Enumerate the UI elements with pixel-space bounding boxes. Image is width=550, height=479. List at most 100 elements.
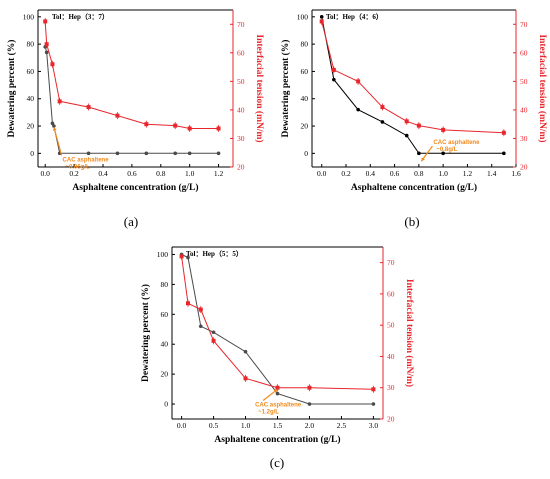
dewatering-point	[144, 151, 149, 156]
x-tick-label: 0.5	[209, 421, 219, 430]
y-tick-label: 100	[157, 250, 169, 259]
dewatering-point	[216, 151, 221, 156]
x-tick-label: 0.6	[127, 169, 137, 178]
chart-panel-a: 0.0 0.2 0.4 0.6 0.8 1.0 1.2 0 20 40 60 80 100 20 30 40 5…	[6, 9, 265, 229]
dewatering-point	[502, 151, 506, 156]
dewatering-point	[319, 15, 324, 19]
x-tick-label: 1.0	[241, 421, 251, 430]
y-right-tick-label: 70	[387, 258, 395, 267]
dewatering-point	[332, 77, 336, 82]
dewatering-series-line	[181, 254, 374, 405]
annotation-arrow	[53, 126, 63, 156]
panel-label: (c)	[270, 455, 284, 470]
y-tick-label: 40	[301, 94, 309, 103]
panel-label: (a)	[124, 214, 138, 229]
annotation-text-line-2: ~0.8g/L	[436, 147, 457, 153]
x-tick-label: 1.6	[511, 169, 521, 178]
x-axis-label: Asphaltene concentration (g/L)	[214, 434, 340, 445]
y-right-tick-label: 30	[520, 134, 528, 143]
annotation-text-line-1: CAC asphaltene	[433, 140, 480, 146]
tension-point	[441, 127, 446, 132]
chart-title: Tol：Hep（5：5）	[186, 250, 243, 258]
chart-title: Tol：Hep（3：7）	[52, 13, 109, 21]
x-tick-label: 2.0	[305, 421, 315, 430]
tension-point	[185, 301, 190, 306]
x-tick-label: 0.4	[366, 169, 376, 178]
y-tick-label: 40	[27, 94, 35, 103]
dewatering-point	[186, 255, 190, 260]
annotation-text-line-1: CAC asphaltene	[255, 402, 302, 408]
annotation-text-line-1: CAC asphaltene	[63, 157, 110, 163]
x-axis-label: Asphaltene concentration (g/L)	[351, 182, 477, 193]
x-axis-label: Asphaltene concentration (g/L)	[72, 182, 198, 193]
y-tick-label: 20	[161, 370, 169, 379]
y-tick-label: 60	[301, 67, 309, 76]
y-tick-label: 0	[164, 400, 168, 409]
y-right-tick-label: 50	[520, 77, 528, 86]
y-tick-label: 100	[297, 12, 309, 21]
tension-point	[371, 387, 376, 392]
tension-series-line	[321, 21, 504, 134]
dewatering-point	[86, 151, 91, 156]
tension-point	[319, 19, 324, 24]
x-tick-label: 1.4	[487, 169, 497, 178]
annotation-arrow-head	[52, 127, 57, 131]
dewatering-point	[198, 324, 203, 329]
y-tick-label: 60	[27, 67, 35, 76]
panel-label: (b)	[404, 214, 419, 229]
y-right-axis-label: Interfacial tension (mN/m)	[404, 279, 415, 387]
x-tick-label: 0.0	[177, 421, 187, 430]
tension-point	[198, 307, 203, 312]
dewatering-point	[243, 349, 248, 354]
chart-title: Tol：Hep（4：6）	[326, 13, 383, 21]
tension-point	[416, 123, 421, 128]
y-tick-label: 100	[23, 12, 35, 21]
y-axis-label: Dewatering percent (%)	[140, 284, 151, 382]
y-tick-label: 20	[301, 122, 309, 131]
dewatering-point	[356, 107, 360, 112]
dewatering-point	[44, 50, 49, 55]
x-tick-label: 1.5	[273, 421, 283, 430]
annotation-arrow-head	[273, 389, 278, 393]
tension-point	[275, 385, 280, 390]
x-tick-label: 0.6	[390, 169, 400, 178]
tension-point	[179, 254, 184, 259]
x-tick-label: 0.4	[98, 169, 108, 178]
tension-point	[331, 67, 336, 72]
x-tick-label: 0.8	[156, 169, 166, 178]
tension-series-line	[181, 256, 374, 390]
y-right-tick-label: 30	[387, 383, 395, 392]
y-tick-label: 20	[27, 122, 35, 131]
dewatering-series-line	[321, 16, 504, 154]
chart-panel-b: 0.0 0.2 0.4 0.6 0.8 1.0 1.2 1.4 1.6 0 20 40 60 80 100 2…	[280, 9, 548, 229]
tension-point	[115, 113, 120, 118]
dewatering-point	[50, 121, 55, 126]
x-tick-label: 0.2	[69, 169, 79, 178]
y-tick-label: 80	[301, 40, 309, 49]
dewatering-point	[211, 330, 216, 335]
y-right-tick-label: 70	[520, 20, 528, 29]
y-right-tick-label: 50	[237, 77, 245, 86]
tension-point	[380, 105, 385, 110]
y-right-tick-label: 60	[520, 48, 528, 57]
tension-point	[307, 385, 312, 390]
dewatering-point	[404, 133, 409, 138]
y-axis-label: Dewatering percent (%)	[6, 40, 17, 138]
dewatering-point	[275, 391, 280, 396]
tension-point	[356, 79, 361, 84]
y-right-tick-label: 40	[520, 105, 528, 114]
dewatering-point	[115, 151, 120, 156]
x-tick-label: 2.5	[337, 421, 347, 430]
y-tick-label: 60	[161, 310, 169, 319]
y-right-tick-label: 30	[237, 134, 245, 143]
dewatering-point	[441, 151, 445, 156]
x-tick-label: 0.0	[41, 169, 51, 178]
dewatering-point	[187, 151, 192, 156]
y-right-tick-label: 60	[237, 48, 245, 57]
tension-point	[501, 130, 506, 135]
dewatering-point	[371, 402, 376, 406]
tension-point	[86, 105, 91, 110]
chart-panel-c: 0.0 0.5 1.0 1.5 2.0 2.5 3.0 0 20 40 60 80 100 20 30 40 5…	[140, 246, 415, 470]
x-tick-label: 0.0	[317, 169, 327, 178]
